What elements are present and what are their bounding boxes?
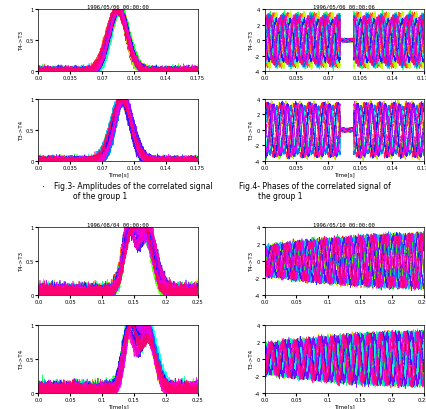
Text: Fig.4- Phases of the correlated signal of
        the group 1: Fig.4- Phases of the correlated signal o… — [239, 181, 391, 201]
Y-axis label: T4->T3: T4->T3 — [20, 251, 24, 271]
X-axis label: Time[s]: Time[s] — [334, 403, 354, 408]
Y-axis label: T4->T3: T4->T3 — [249, 251, 254, 271]
X-axis label: Time[s]: Time[s] — [108, 403, 128, 408]
Y-axis label: T3->T4: T3->T4 — [249, 121, 254, 141]
Y-axis label: T3->T4: T3->T4 — [249, 349, 254, 369]
Text: Fig.3- Amplitudes of the correlated signal
        of the group 1: Fig.3- Amplitudes of the correlated sign… — [54, 181, 213, 201]
Y-axis label: T4->T3: T4->T3 — [249, 31, 254, 51]
Y-axis label: T4->T3: T4->T3 — [20, 31, 24, 51]
X-axis label: Time[s]: Time[s] — [334, 172, 354, 177]
Title: 1996/05/06 00:00:06: 1996/05/06 00:00:06 — [314, 4, 375, 9]
X-axis label: Time[s]: Time[s] — [108, 172, 128, 177]
Title: 1996/05/10 00:00:00: 1996/05/10 00:00:00 — [314, 222, 375, 227]
Title: 1996/05/06 00:00:00: 1996/05/06 00:00:00 — [87, 4, 149, 9]
Text: ·: · — [42, 181, 45, 191]
Title: 1996/08/04 00:00:00: 1996/08/04 00:00:00 — [87, 222, 149, 227]
Y-axis label: T3->T4: T3->T4 — [20, 121, 24, 141]
Y-axis label: T3->T4: T3->T4 — [20, 349, 24, 369]
